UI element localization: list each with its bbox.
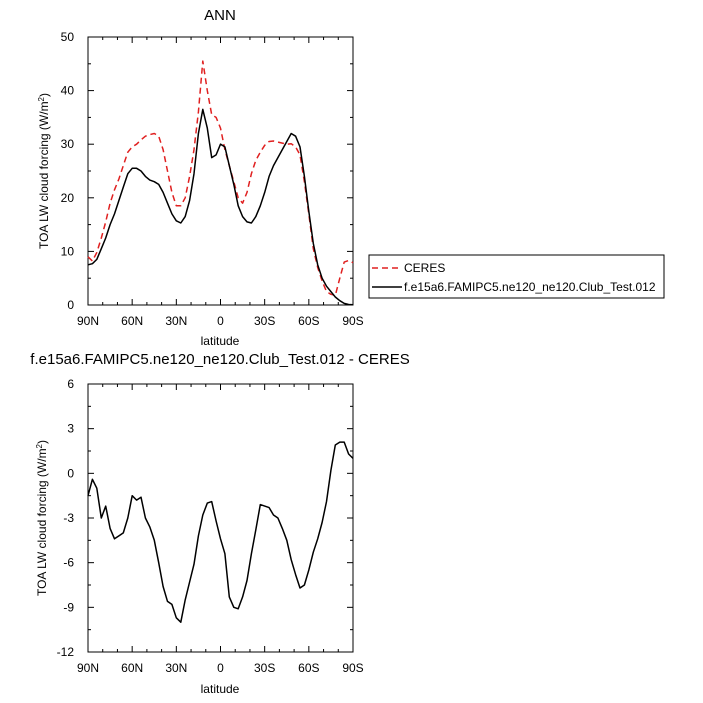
climatology-chart: ANN 0 10 20 30 40 50 90N 60N 30N 0 30S 60S 90S lati… bbox=[37, 7, 665, 348]
x-tick-label: 90S bbox=[342, 314, 363, 328]
x-tick-label: 0 bbox=[217, 661, 224, 675]
y-tick-label: 50 bbox=[61, 30, 75, 44]
legend-box bbox=[368, 254, 665, 299]
y-tick-label: 30 bbox=[61, 137, 75, 151]
series-line bbox=[87, 60, 354, 297]
x-axis: 90N 60N 30N 0 30S 60S 90S bbox=[77, 384, 364, 675]
x-tick-label: 60N bbox=[121, 661, 143, 675]
y-axis: 0 10 20 30 40 50 bbox=[61, 30, 353, 312]
y-tick-label: -6 bbox=[63, 556, 74, 570]
x-tick-label: 30S bbox=[254, 314, 275, 328]
y-tick-label: 20 bbox=[61, 191, 75, 205]
legend-label-ceres: CERES bbox=[404, 261, 445, 275]
series-group bbox=[87, 441, 354, 623]
series-group bbox=[87, 60, 354, 306]
x-tick-label: 90S bbox=[342, 661, 363, 675]
y-tick-label: 3 bbox=[67, 422, 74, 436]
x-tick-label: 60S bbox=[298, 314, 319, 328]
y-tick-label: 0 bbox=[67, 466, 74, 480]
x-axis-label: latitude bbox=[201, 682, 240, 696]
x-tick-label: 0 bbox=[217, 314, 224, 328]
legend: CERES f.e15a6.FAMIPC5.ne120_ne120.Club_T… bbox=[368, 254, 665, 299]
chart-title: f.e15a6.FAMIPC5.ne120_ne120.Club_Test.01… bbox=[30, 351, 409, 368]
y-axis: -12 -9 -6 -3 0 3 6 bbox=[57, 377, 353, 659]
x-axis-label: latitude bbox=[201, 334, 240, 348]
series-line bbox=[87, 108, 354, 306]
chart-title: ANN bbox=[204, 7, 236, 24]
y-tick-label: -3 bbox=[63, 511, 74, 525]
plot-frame bbox=[87, 36, 354, 306]
y-axis-label: TOA LW cloud forcing (W/m2) bbox=[35, 440, 50, 596]
y-tick-label: 10 bbox=[61, 244, 75, 258]
legend-label-model: f.e15a6.FAMIPC5.ne120_ne120.Club_Test.01… bbox=[404, 280, 656, 294]
x-tick-label: 90N bbox=[77, 314, 99, 328]
x-tick-label: 60S bbox=[298, 661, 319, 675]
difference-chart: f.e15a6.FAMIPC5.ne120_ne120.Club_Test.01… bbox=[30, 351, 409, 696]
x-tick-label: 90N bbox=[77, 661, 99, 675]
y-axis-label: TOA LW cloud forcing (W/m2) bbox=[37, 93, 52, 249]
y-tick-label: 40 bbox=[61, 84, 75, 98]
x-tick-label: 30N bbox=[165, 314, 187, 328]
y-tick-label: -12 bbox=[57, 645, 75, 659]
x-axis: 90N 60N 30N 0 30S 60S 90S bbox=[77, 37, 364, 328]
x-tick-label: 60N bbox=[121, 314, 143, 328]
x-tick-label: 30S bbox=[254, 661, 275, 675]
x-tick-label: 30N bbox=[165, 661, 187, 675]
y-tick-label: 0 bbox=[67, 298, 74, 312]
y-tick-label: -9 bbox=[63, 600, 74, 614]
y-tick-label: 6 bbox=[67, 377, 74, 391]
series-line bbox=[87, 441, 354, 623]
